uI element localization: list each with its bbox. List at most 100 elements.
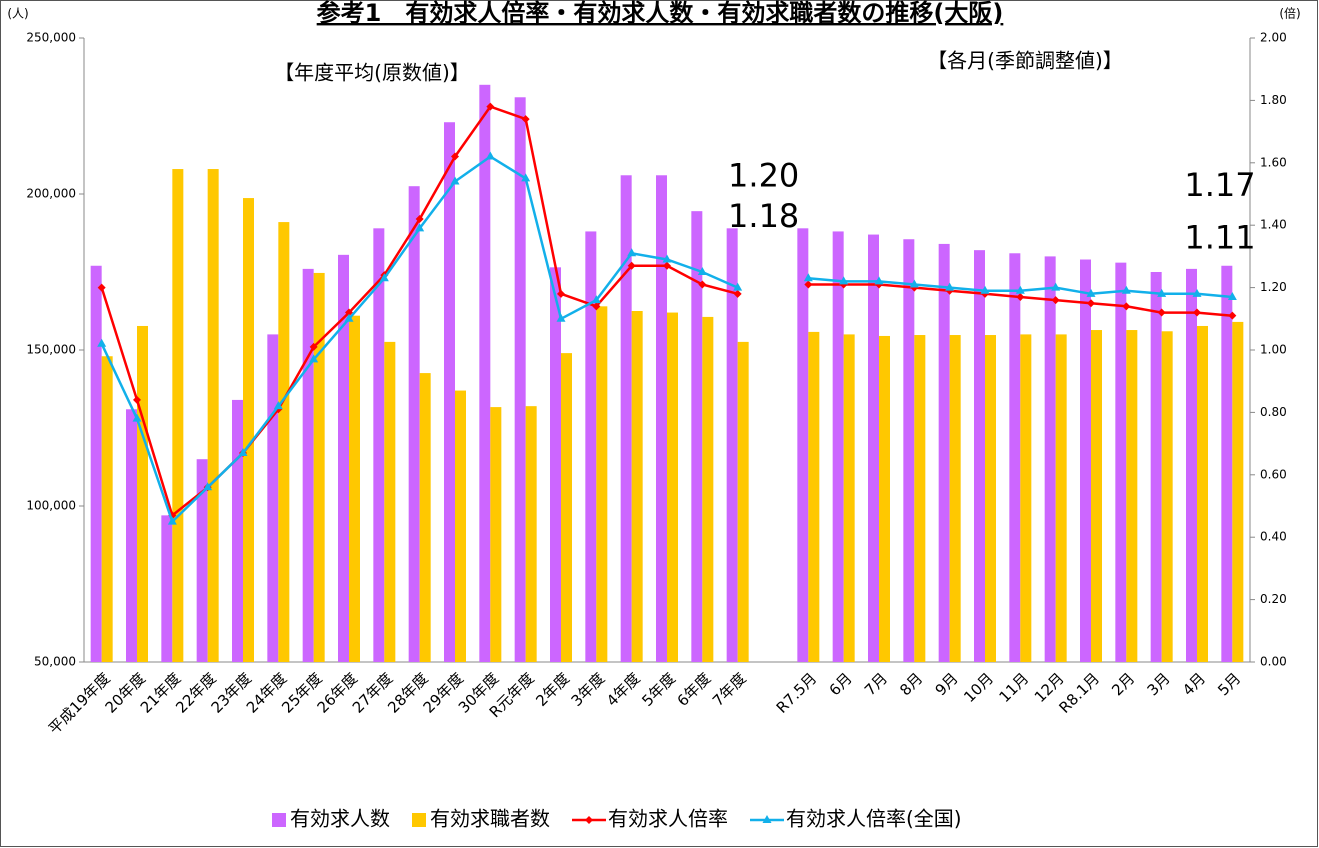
y2-tick-label: 1.60 — [1260, 155, 1287, 169]
value-label: 1.20 — [728, 157, 799, 195]
marker — [839, 276, 849, 285]
y-tick-label: 100,000 — [26, 499, 76, 513]
bar — [596, 306, 608, 662]
bar — [879, 335, 890, 662]
bar — [949, 335, 961, 662]
bar — [903, 239, 915, 663]
marker — [203, 482, 213, 491]
marker — [486, 102, 495, 111]
bar — [455, 390, 466, 662]
y-tick-label: 250,000 — [26, 31, 76, 45]
bar — [550, 267, 561, 662]
marker — [1192, 288, 1202, 297]
marker — [1228, 311, 1237, 320]
marker — [1157, 308, 1166, 317]
marker — [627, 248, 637, 257]
y2-tick-label: 0.40 — [1260, 530, 1287, 544]
chart-title: 参考1 有効求人倍率・有効求人数・有効求職者数の推移(大阪) — [317, 0, 1004, 27]
bar — [914, 335, 926, 662]
bar — [737, 341, 749, 662]
bar — [479, 84, 491, 663]
bar — [232, 399, 243, 662]
bar — [419, 373, 431, 662]
y-tick-label: 50,000 — [34, 655, 76, 669]
marker — [733, 289, 742, 298]
bar — [1186, 268, 1197, 662]
bar — [656, 175, 667, 662]
legend-label: 有効求人倍率 — [608, 807, 728, 831]
marker — [1051, 282, 1061, 291]
marker — [909, 279, 919, 288]
bar — [1126, 330, 1138, 662]
bar — [832, 231, 844, 662]
bar — [196, 459, 208, 662]
marker — [97, 283, 106, 292]
bar — [1221, 265, 1233, 662]
bar — [408, 186, 420, 662]
legend-label: 有効求人数 — [290, 807, 390, 831]
marker — [309, 354, 319, 363]
value-label: 1.11 — [1184, 219, 1255, 257]
bar — [373, 228, 385, 662]
legend-label: 有効求職者数 — [430, 807, 550, 831]
marker — [345, 308, 353, 317]
bar — [1232, 321, 1244, 662]
marker — [874, 276, 884, 285]
bar — [444, 122, 455, 663]
bar — [1091, 330, 1102, 662]
y2-tick-label: 1.00 — [1260, 343, 1287, 357]
bar — [278, 222, 290, 662]
marker — [662, 254, 672, 263]
marker — [450, 176, 460, 185]
y-unit: (人) — [7, 7, 28, 21]
y2-tick-label: 2.00 — [1260, 31, 1287, 45]
marker — [945, 282, 955, 291]
marker — [1157, 288, 1167, 297]
bar — [207, 169, 219, 663]
bar — [843, 334, 855, 662]
marker — [1051, 296, 1060, 305]
marker — [980, 285, 990, 294]
legend-marker — [585, 816, 593, 824]
marker — [1086, 288, 1096, 297]
bar — [561, 353, 572, 662]
bar — [1115, 262, 1127, 662]
marker — [485, 151, 495, 160]
bar — [938, 243, 950, 663]
bar — [243, 198, 254, 662]
bar — [808, 331, 820, 662]
y2-unit: (倍) — [1279, 6, 1300, 21]
marker — [1015, 285, 1025, 294]
marker — [591, 295, 601, 304]
bar — [974, 250, 985, 662]
marker — [1193, 308, 1201, 317]
marker — [1227, 291, 1237, 300]
bar — [338, 254, 349, 662]
marker — [238, 447, 248, 456]
y2-tick-label: 1.20 — [1260, 280, 1287, 294]
bar — [620, 175, 632, 662]
marker — [1016, 292, 1025, 301]
bar — [702, 316, 714, 662]
y-tick-label: 200,000 — [26, 187, 76, 201]
bar — [90, 265, 102, 662]
bar — [514, 97, 526, 662]
marker — [663, 261, 671, 270]
marker — [521, 173, 531, 182]
bar — [525, 406, 537, 662]
marker — [167, 516, 177, 525]
legend-marker — [762, 815, 772, 823]
marker — [557, 289, 565, 298]
marker — [273, 401, 283, 410]
bar — [667, 312, 678, 662]
marker — [803, 273, 813, 282]
y2-tick-label: 0.20 — [1260, 592, 1287, 606]
bar — [726, 228, 738, 662]
annotation: 【各月(季節調整値)】 — [927, 49, 1123, 73]
marker — [521, 115, 530, 124]
marker — [592, 302, 601, 311]
marker — [415, 214, 424, 223]
y2-tick-label: 0.80 — [1260, 405, 1287, 419]
marker — [733, 282, 743, 291]
bar — [585, 231, 597, 662]
